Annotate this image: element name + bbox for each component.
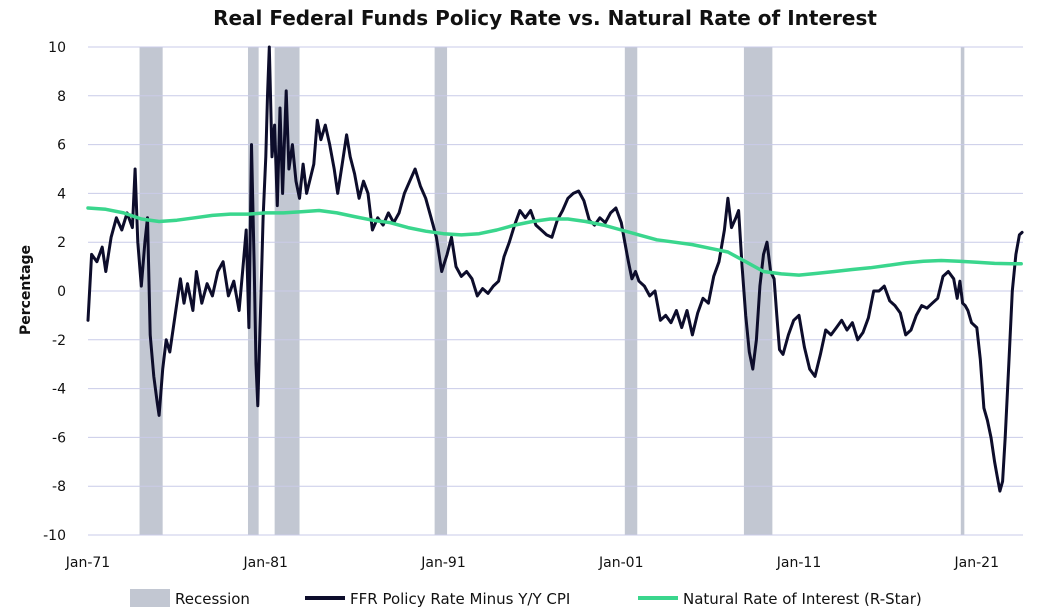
legend: Recession FFR Policy Rate Minus Y/Y CPI Na… [130, 589, 922, 608]
y-tick-label: 2 [57, 235, 66, 251]
gridlines [88, 46, 1023, 536]
y-tick-label: 10 [48, 40, 66, 56]
y-axis-label: Percentage [18, 245, 34, 335]
x-tick-label: Jan-71 [65, 555, 110, 571]
x-axis-ticks: Jan-71 Jan-81 Jan-91 Jan-01 Jan-11 Jan-21 [65, 555, 999, 571]
chart-title: Real Federal Funds Policy Rate vs. Natur… [213, 6, 877, 30]
legend-swatch-recession [130, 589, 170, 607]
legend-label: FFR Policy Rate Minus Y/Y CPI [350, 590, 570, 608]
x-tick-label: Jan-81 [243, 555, 288, 571]
y-tick-label: 0 [57, 284, 66, 300]
r-star-line [86, 206, 1023, 277]
x-tick-label: Jan-01 [598, 555, 643, 571]
y-tick-label: 4 [57, 186, 66, 202]
y-tick-label: -6 [52, 430, 66, 446]
ffr-real-rate-line [86, 45, 1024, 493]
y-axis-ticks: -10 -8 -6 -4 -2 0 2 4 6 8 10 [43, 40, 66, 544]
y-tick-label: -2 [52, 333, 66, 349]
y-tick-label: -8 [52, 479, 66, 495]
x-tick-label: Jan-91 [420, 555, 465, 571]
legend-label: Recession [175, 590, 250, 608]
y-tick-label: -4 [52, 382, 66, 398]
y-tick-label: 8 [57, 89, 66, 105]
y-tick-label: 6 [57, 138, 66, 154]
series-lines [86, 45, 1024, 493]
x-tick-label: Jan-21 [954, 555, 999, 571]
y-tick-label: -10 [43, 528, 66, 544]
x-tick-label: Jan-11 [776, 555, 821, 571]
legend-label: Natural Rate of Interest (R-Star) [683, 590, 922, 608]
